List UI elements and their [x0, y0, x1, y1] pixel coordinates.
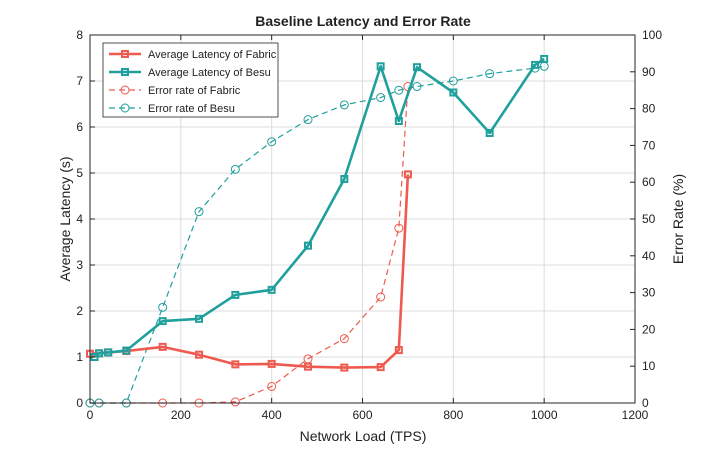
data-point: [540, 54, 549, 63]
y-left-tick-label: 7: [76, 74, 83, 88]
data-point: [340, 174, 349, 183]
data-point: [376, 363, 385, 372]
x-axis-label: Network Load (TPS): [300, 428, 427, 444]
series-average-latency-of-besu: [90, 54, 549, 361]
data-point: [376, 62, 385, 71]
data-point: [158, 302, 168, 312]
y-left-tick-label: 1: [76, 350, 83, 364]
data-point: [195, 350, 203, 359]
axis-ticks: 0 200 400 600 800 1000 12000123456780102030405…: [76, 28, 662, 422]
legend-entry: Error rate of Fabric: [109, 85, 241, 97]
data-point: [304, 241, 312, 250]
legend-entries: Average Latency of Fabric Average Latency…: [109, 49, 277, 115]
legend-box: [102, 42, 279, 118]
y-left-tick-label: 3: [76, 258, 83, 272]
data-point: [122, 346, 131, 355]
data-point: [304, 362, 312, 371]
data-point: [376, 292, 386, 302]
data-point: [267, 359, 276, 368]
legend-entry: Average Latency of Besu: [109, 67, 271, 79]
legend-marker: [120, 85, 130, 95]
x-tick-label: 1000: [531, 408, 558, 422]
legend-marker: [121, 50, 129, 58]
data-point: [230, 397, 240, 407]
data-point: [394, 85, 404, 95]
data-point: [394, 223, 404, 233]
y-right-tick-label: 50: [642, 212, 656, 226]
data-point: [104, 348, 113, 357]
legend: Average Latency of Fabric Average Latency…: [102, 42, 279, 118]
data-point: [340, 363, 349, 372]
x-tick-label: 600: [352, 408, 372, 422]
y-axis-right-label: Error Rate (%): [670, 174, 686, 264]
series-line: [90, 65, 545, 404]
data-point: [531, 60, 540, 69]
legend-label: Average Latency of Fabric: [148, 49, 277, 61]
data-point: [485, 69, 495, 79]
data-point: [230, 164, 240, 174]
y-right-tick-label: 10: [642, 359, 656, 373]
y-left-tick-label: 8: [76, 28, 83, 42]
data-point: [95, 349, 104, 358]
y-right-tick-label: 20: [642, 322, 656, 336]
data-point: [448, 76, 458, 86]
y-right-tick-label: 0: [642, 396, 649, 410]
y-right-tick-label: 70: [642, 138, 656, 152]
data-point: [394, 346, 403, 355]
legend-marker: [121, 68, 129, 76]
x-tick-label: 800: [443, 408, 463, 422]
series-layer: [85, 54, 549, 408]
y-left-tick-label: 6: [76, 120, 83, 134]
x-tick-label: 1200: [622, 408, 649, 422]
data-point: [267, 381, 277, 391]
legend-label: Error rate of Fabric: [148, 85, 241, 97]
data-point: [194, 207, 204, 217]
data-point: [449, 88, 458, 97]
legend-entry: Average Latency of Fabric: [109, 49, 277, 61]
x-tick-label: 400: [262, 408, 282, 422]
data-point: [376, 93, 386, 103]
x-tick-label: 200: [171, 408, 191, 422]
data-point: [394, 117, 403, 126]
legend-label: Average Latency of Besu: [148, 67, 271, 79]
y-right-tick-label: 60: [642, 175, 656, 189]
y-left-tick-label: 2: [76, 304, 83, 318]
series-line: [93, 57, 545, 359]
data-point: [403, 170, 412, 179]
data-point: [267, 285, 276, 294]
y-right-tick-label: 90: [642, 65, 656, 79]
legend-label: Error rate of Besu: [148, 103, 235, 115]
data-point: [339, 100, 349, 110]
data-point: [267, 137, 277, 147]
y-left-tick-label: 5: [76, 166, 83, 180]
y-axis-left-label: Average Latency (s): [57, 156, 73, 281]
y-right-tick-label: 100: [642, 28, 662, 42]
data-point: [231, 290, 240, 299]
data-point: [231, 360, 240, 369]
y-right-tick-label: 40: [642, 249, 656, 263]
y-right-tick-label: 80: [642, 102, 656, 116]
chart-title: Baseline Latency and Error Rate: [255, 13, 471, 29]
data-point: [413, 63, 421, 72]
y-right-tick-label: 30: [642, 286, 656, 300]
data-point: [195, 314, 203, 323]
data-point: [158, 342, 167, 351]
data-point: [412, 82, 422, 92]
y-left-tick-label: 4: [76, 212, 83, 226]
legend-entry: Error rate of Besu: [109, 103, 235, 115]
data-point: [339, 334, 349, 344]
data-point: [303, 115, 313, 125]
y-left-tick-label: 0: [76, 396, 83, 410]
data-point: [485, 128, 494, 137]
legend-marker: [120, 103, 130, 113]
x-tick-label: 0: [87, 408, 94, 422]
data-point: [158, 317, 167, 326]
